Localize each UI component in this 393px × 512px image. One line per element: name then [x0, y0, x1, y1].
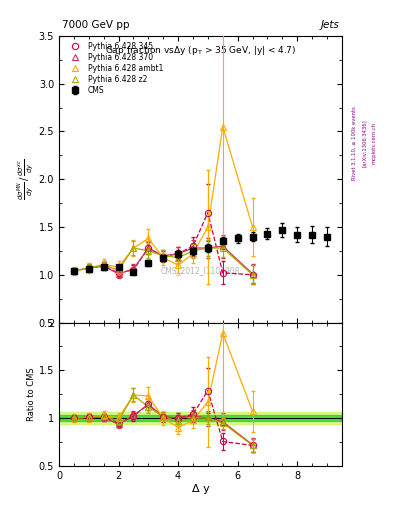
Pythia 6.428 z2 [191, 248, 195, 254]
Text: Jets: Jets [320, 20, 339, 30]
Pythia 6.428 ambt1 [206, 224, 210, 230]
Pythia 6.428 z2 [250, 272, 255, 278]
Pythia 6.428 ambt1 [86, 265, 91, 271]
Pythia 6.428 345 [176, 251, 180, 257]
Pythia 6.428 345 [72, 268, 76, 274]
Y-axis label: $\frac{d\sigma^{MN}}{dy}\,/\,\frac{d\sigma^{xc}}{dy}$: $\frac{d\sigma^{MN}}{dy}\,/\,\frac{d\sig… [16, 159, 36, 200]
Pythia 6.428 345 [131, 267, 136, 273]
Line: Pythia 6.428 ambt1: Pythia 6.428 ambt1 [71, 123, 256, 274]
Pythia 6.428 370 [86, 265, 91, 271]
Pythia 6.428 z2 [116, 267, 121, 273]
Pythia 6.428 ambt1 [161, 254, 165, 261]
Pythia 6.428 345 [250, 272, 255, 278]
Pythia 6.428 345 [101, 263, 106, 269]
Pythia 6.428 370 [220, 243, 225, 249]
Pythia 6.428 z2 [206, 245, 210, 251]
Pythia 6.428 345 [191, 243, 195, 249]
Bar [59, 412, 342, 424]
Pythia 6.428 z2 [101, 262, 106, 268]
Pythia 6.428 370 [131, 266, 136, 272]
Bar [59, 415, 342, 421]
Y-axis label: Ratio to CMS: Ratio to CMS [27, 368, 36, 421]
Pythia 6.428 370 [116, 271, 121, 277]
Pythia 6.428 370 [146, 245, 151, 251]
Pythia 6.428 z2 [72, 268, 76, 274]
Pythia 6.428 370 [250, 271, 255, 277]
Text: Gap fraction vs$\Delta$y (p$_\mathrm{T}$ > 35 GeV, |y| < 4.7): Gap fraction vs$\Delta$y (p$_\mathrm{T}$… [105, 45, 296, 57]
Pythia 6.428 ambt1 [101, 261, 106, 267]
Pythia 6.428 370 [206, 245, 210, 251]
Pythia 6.428 ambt1 [176, 262, 180, 268]
Pythia 6.428 z2 [161, 252, 165, 259]
Legend: Pythia 6.428 345, Pythia 6.428 370, Pythia 6.428 ambt1, Pythia 6.428 z2, CMS: Pythia 6.428 345, Pythia 6.428 370, Pyth… [63, 39, 165, 97]
Pythia 6.428 z2 [86, 265, 91, 271]
Text: mcplots.cern.ch: mcplots.cern.ch [371, 122, 376, 164]
X-axis label: Δ y: Δ y [191, 483, 209, 494]
Pythia 6.428 370 [161, 252, 165, 259]
Pythia 6.428 z2 [131, 245, 136, 251]
Line: Pythia 6.428 z2: Pythia 6.428 z2 [71, 245, 256, 278]
Pythia 6.428 ambt1 [250, 224, 255, 230]
Pythia 6.428 ambt1 [72, 268, 76, 274]
Pythia 6.428 370 [176, 251, 180, 257]
Pythia 6.428 370 [72, 268, 76, 274]
Pythia 6.428 345 [116, 270, 121, 276]
Pythia 6.428 345 [146, 245, 151, 251]
Pythia 6.428 ambt1 [220, 123, 225, 130]
Text: CMS_2012_I1102908: CMS_2012_I1102908 [161, 266, 240, 275]
Pythia 6.428 370 [101, 263, 106, 269]
Pythia 6.428 345 [161, 253, 165, 260]
Pythia 6.428 345 [206, 209, 210, 216]
Pythia 6.428 z2 [176, 254, 180, 261]
Line: Pythia 6.428 370: Pythia 6.428 370 [71, 243, 256, 277]
Pythia 6.428 370 [191, 245, 195, 251]
Pythia 6.428 ambt1 [191, 251, 195, 257]
Pythia 6.428 345 [86, 265, 91, 271]
Pythia 6.428 ambt1 [146, 236, 151, 242]
Text: 7000 GeV pp: 7000 GeV pp [62, 20, 129, 30]
Text: Rivet 3.1.10, ≥ 100k events: Rivet 3.1.10, ≥ 100k events [352, 106, 357, 180]
Pythia 6.428 ambt1 [116, 264, 121, 270]
Pythia 6.428 z2 [146, 248, 151, 254]
Text: [arXiv:1306.3436]: [arXiv:1306.3436] [362, 119, 367, 167]
Pythia 6.428 345 [220, 270, 225, 276]
Pythia 6.428 ambt1 [131, 245, 136, 251]
Line: Pythia 6.428 345: Pythia 6.428 345 [71, 209, 256, 278]
Pythia 6.428 z2 [220, 245, 225, 251]
